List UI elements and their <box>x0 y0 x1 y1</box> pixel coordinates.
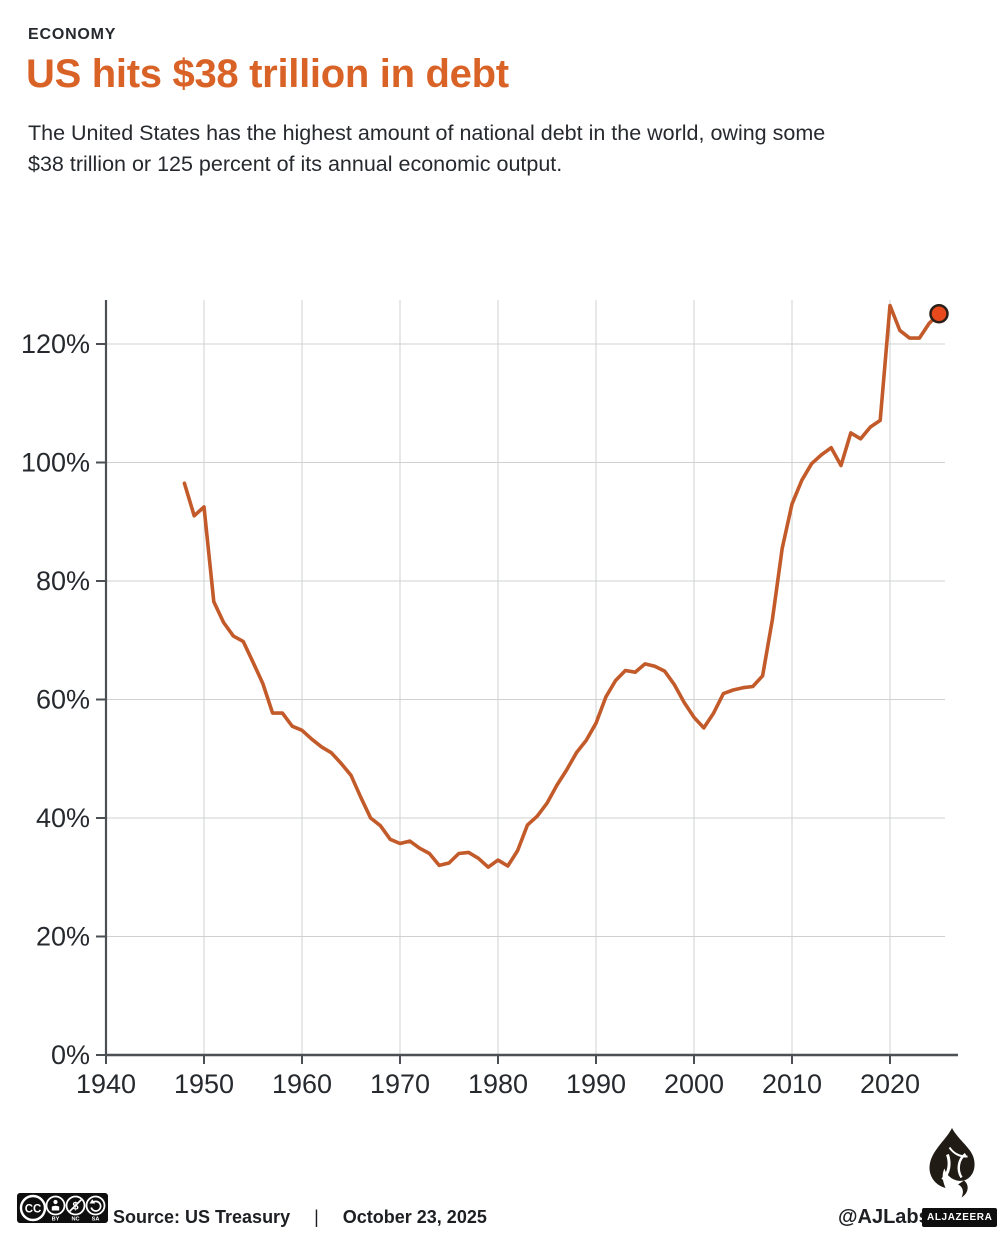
x-tick-label: 2020 <box>860 1069 920 1099</box>
date-label: October 23, 2025 <box>342 1207 487 1227</box>
al-jazeera-wordmark: ALJAZEERA <box>922 1208 998 1227</box>
cc-license-badge: CC $ BY NC SA <box>17 1193 108 1223</box>
subtitle-line-2: $38 trillion or 125 percent of its annua… <box>28 152 563 176</box>
source-label: Source: US Treasury <box>113 1207 291 1227</box>
cc-badge-background <box>17 1193 108 1223</box>
x-tick-label: 1980 <box>468 1069 528 1099</box>
x-tick-label: 1970 <box>370 1069 430 1099</box>
subtitle: The United States has the highest amount… <box>28 118 993 180</box>
y-tick-label: 60% <box>36 685 90 715</box>
cc-by-label: BY <box>52 1216 60 1222</box>
y-tick-label: 0% <box>51 1040 90 1070</box>
cc-by-icon <box>45 1195 66 1216</box>
x-tick-label: 1990 <box>566 1069 626 1099</box>
debt-line <box>182 303 941 870</box>
cc-icon: CC <box>19 1194 47 1222</box>
source-line: Source: US Treasury | October 23, 2025 <box>113 1207 487 1228</box>
y-tick-label: 100% <box>21 448 90 478</box>
x-tick-label: 1940 <box>76 1069 136 1099</box>
svg-text:CC: CC <box>25 1204 42 1216</box>
x-tick-label: 2010 <box>762 1069 822 1099</box>
page-title: US hits $38 trillion in debt <box>26 52 509 96</box>
x-tick-label: 2000 <box>664 1069 724 1099</box>
ajlabs-credit: @AJLabs <box>838 1206 930 1228</box>
debt-to-gdp-line-chart: 0% 20% 40% 60% 80% 100% 120% 1940 1950 1960 1970 19… <box>21 300 958 1099</box>
cc-sa-label: SA <box>92 1216 100 1222</box>
al-jazeera-logo-icon <box>929 1128 975 1198</box>
x-tick-label: 1950 <box>174 1069 234 1099</box>
x-tick-label: 1960 <box>272 1069 332 1099</box>
latest-value-dot <box>929 304 949 324</box>
cc-nc-label: NC <box>71 1216 79 1222</box>
cc-sa-icon <box>85 1195 106 1216</box>
source-date-separator: | <box>314 1207 319 1227</box>
section-kicker: ECONOMY <box>28 26 117 43</box>
y-tick-label: 40% <box>36 803 90 833</box>
y-tick-label: 120% <box>21 329 90 359</box>
y-tick-label: 80% <box>36 566 90 596</box>
y-tick-label: 20% <box>36 922 90 952</box>
subtitle-line-1: The United States has the highest amount… <box>28 121 826 145</box>
cc-nc-icon: $ <box>65 1195 86 1216</box>
